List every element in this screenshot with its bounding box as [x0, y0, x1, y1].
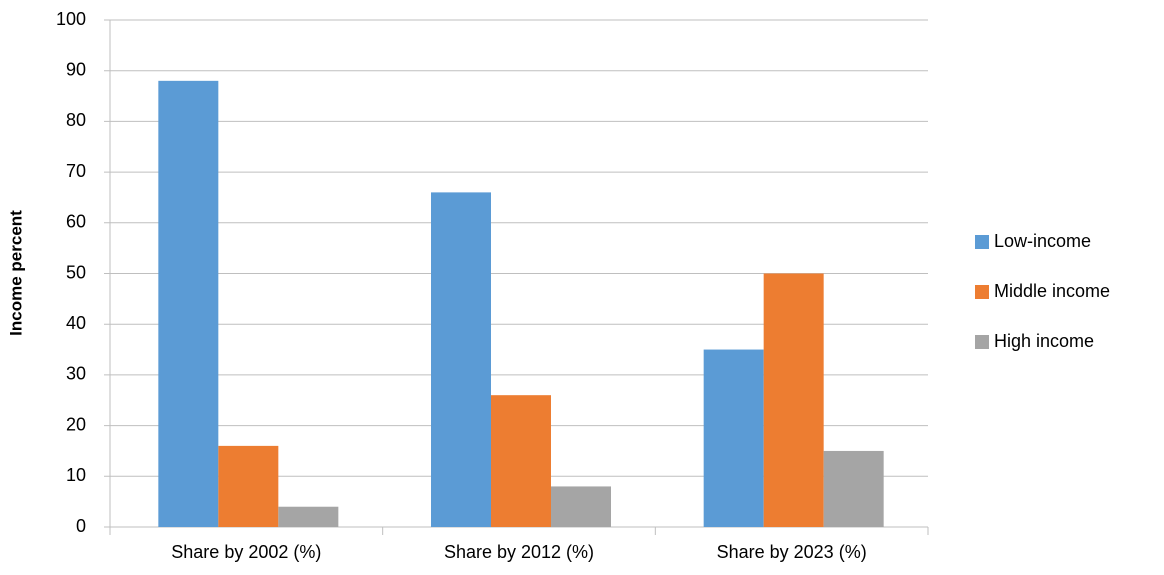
- x-tick-label: Share by 2002 (%): [171, 542, 321, 562]
- bar: [823, 450, 884, 527]
- bar: [278, 506, 339, 527]
- bar: [158, 80, 219, 527]
- y-tick-label: 70: [66, 161, 86, 181]
- y-tick-label: 40: [66, 313, 86, 333]
- y-tick-label: 90: [66, 59, 86, 79]
- bar: [703, 349, 764, 527]
- y-tick-label: 30: [66, 364, 86, 384]
- x-tick-label: Share by 2012 (%): [444, 542, 594, 562]
- bar: [763, 273, 824, 527]
- bar: [491, 395, 551, 527]
- y-tick-label: 0: [76, 516, 86, 536]
- bar: [218, 445, 279, 527]
- legend-swatch: [975, 235, 989, 249]
- bar: [551, 486, 611, 527]
- bar: [431, 192, 491, 527]
- legend-swatch: [975, 285, 989, 299]
- y-tick-label: 60: [66, 212, 86, 232]
- y-tick-label: 80: [66, 110, 86, 130]
- x-tick-label: Share by 2023 (%): [717, 542, 867, 562]
- legend-label: Middle income: [994, 281, 1110, 301]
- y-axis-label: Income percent: [6, 210, 25, 336]
- legend-label: High income: [994, 331, 1094, 351]
- y-tick-label: 20: [66, 414, 86, 434]
- legend-swatch: [975, 335, 989, 349]
- y-tick-label: 100: [56, 9, 86, 29]
- legend-label: Low-income: [994, 231, 1091, 251]
- y-tick-label: 50: [66, 262, 86, 282]
- y-tick-label: 10: [66, 465, 86, 485]
